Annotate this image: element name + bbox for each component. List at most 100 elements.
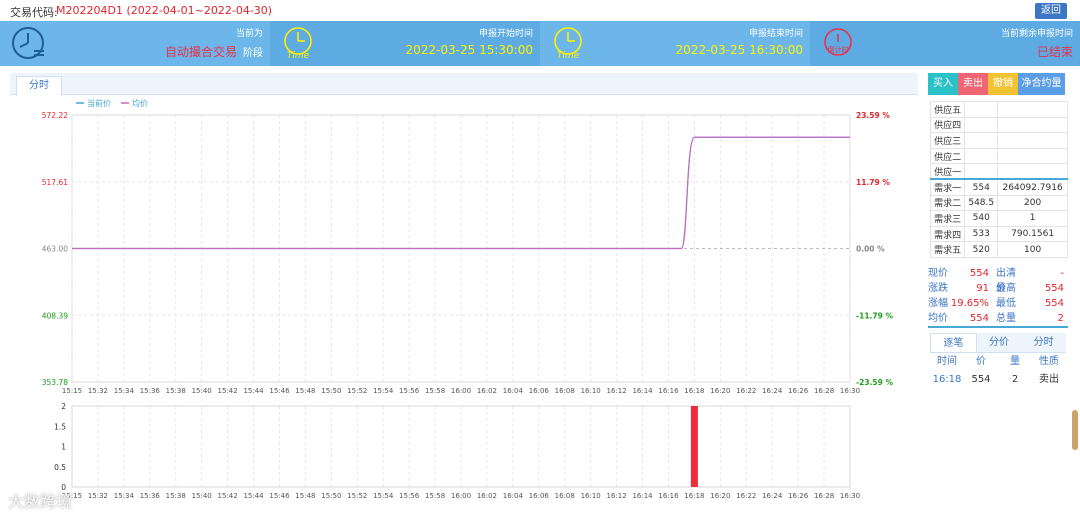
trade-header-qty: 量	[1010, 356, 1020, 367]
net-position-button[interactable]: 净合约量	[1018, 73, 1065, 95]
bid-row: 需求一 554 264092.7916	[929, 178, 1068, 196]
x-tick-label: 16:08	[555, 387, 575, 395]
stat-label: 均价	[928, 313, 948, 324]
trade-qty: 2	[1011, 374, 1019, 385]
bid-label: 需求三	[929, 210, 966, 227]
buy-button[interactable]: 买入	[928, 73, 958, 95]
bid-label: 需求四	[929, 225, 966, 243]
tab-fenshi[interactable]: 分时	[16, 76, 62, 96]
trade-code-value: M202204D1 (2022-04-01~2022-04-30)	[56, 4, 273, 17]
current-stage-value: 自动撮合交易 阶段	[165, 43, 263, 60]
tab-price-level[interactable]: 分价	[989, 337, 1009, 348]
bid-price: 520	[964, 241, 999, 258]
x-tick-label: 16:18	[684, 387, 704, 395]
x-tick-label: 16:10	[581, 387, 601, 395]
volume-y-tick-label: 0.5	[54, 463, 66, 472]
back-button[interactable]: 返回	[1035, 3, 1067, 19]
ask-label: 供应一	[929, 163, 966, 180]
time-clock-icon: Time	[554, 27, 582, 61]
y-tick-label: 408.39	[42, 311, 68, 320]
start-time-cell: Time 申报开始时间 2022-03-25 15:30:00	[270, 21, 540, 66]
x-tick-label: 16:26	[788, 387, 809, 395]
trade-type: 卖出	[1039, 374, 1059, 385]
bid-label: 需求一	[929, 178, 966, 196]
current-stage-title: 当前为	[235, 29, 263, 39]
x-tick-label: 16:24	[762, 387, 783, 395]
x-tick-label: 15:58	[425, 387, 445, 395]
stat-row: 均价 554 总量 2	[928, 311, 1068, 326]
bid-price: 533	[964, 225, 999, 243]
trade-row: 16:18 554 2 卖出	[930, 371, 1066, 389]
sell-button[interactable]: 卖出	[958, 73, 988, 95]
x-tick-label: 16:24	[762, 492, 783, 500]
bid-row: 需求三 540 1	[929, 210, 1068, 227]
volume-y-tick-label: 1	[61, 443, 66, 452]
volume-y-tick-label: 0	[61, 483, 66, 492]
stat-value: 554	[1044, 283, 1064, 294]
x-tick-label: 15:34	[114, 387, 135, 395]
stat-row: 现价 554 出清价 -	[928, 266, 1068, 294]
stats-divider	[928, 326, 1068, 328]
ask-qty	[997, 132, 1068, 149]
right-panel: 买入 卖出 撤销 净合约量 供应五 供应四 供应三 供应二 供应一 需求一 554…	[928, 73, 1068, 513]
tab-minute[interactable]: 分时	[1033, 337, 1054, 348]
x-tick-label: 16:12	[607, 492, 627, 500]
action-buttons: 买入 卖出 撤销 净合约量	[928, 73, 1068, 95]
current-stage-text: 自动撮合交易	[164, 45, 237, 59]
ask-qty	[997, 163, 1068, 180]
status-band: 当前为 自动撮合交易 阶段 Time 申报开始时间 2022-03-25 15:3…	[0, 21, 1080, 66]
time-icon-text: Time	[557, 51, 580, 61]
stat-value: 19.65%	[950, 298, 989, 309]
x-tick-label: 16:10	[581, 492, 601, 500]
watermark: 大数跨境	[8, 492, 73, 511]
x-tick-label: 15:15	[62, 387, 82, 395]
x-tick-label: 15:56	[399, 492, 420, 500]
tab-tick[interactable]: 逐笔	[930, 333, 977, 352]
x-tick-label: 16:20	[710, 492, 730, 500]
trade-table-header: 时间 价 量 性质	[930, 353, 1066, 371]
end-time-cell: Time 申报结束时间 2022-03-25 16:30:00	[540, 21, 810, 66]
x-tick-label: 15:32	[88, 387, 108, 395]
stat-label: 现价	[928, 268, 948, 279]
cancel-button[interactable]: 撤销	[988, 73, 1018, 95]
stat-value: 554	[1044, 298, 1064, 309]
x-tick-label: 16:16	[658, 387, 679, 395]
ask-row: 供应三	[929, 132, 1068, 149]
volume-frame	[71, 405, 851, 488]
countdown-icon: 倒计时	[824, 28, 852, 56]
x-tick-label: 16:20	[710, 387, 730, 395]
x-tick-label: 15:36	[140, 492, 161, 500]
x-tick-label: 16:30	[840, 387, 860, 395]
x-tick-label: 16:08	[555, 492, 575, 500]
x-tick-label: 15:58	[425, 492, 445, 500]
bid-row: 需求五 520 100	[929, 241, 1068, 258]
stat-label: 最高	[996, 283, 1016, 294]
ask-label: 供应四	[929, 116, 966, 134]
remaining-time-title: 当前剩余申报时间	[1000, 29, 1073, 39]
ask-price	[964, 101, 999, 118]
remaining-time-cell: 倒计时 当前剩余申报时间 已结束	[810, 21, 1080, 66]
scrollbar-thumb[interactable]	[1072, 410, 1078, 450]
end-time-value: 2022-03-25 16:30:00	[675, 43, 803, 57]
x-tick-label: 16:06	[529, 492, 550, 500]
ask-label: 供应三	[929, 132, 966, 149]
chart-svg: 当前价 均价 572.22 23.59 % 517.61 11.79 % 463.00 0.0…	[42, 98, 894, 500]
stat-label: 出清价	[996, 268, 1016, 294]
y-right-tick-label: 0.00 %	[856, 245, 885, 254]
time-icon-text: Time	[287, 51, 310, 61]
x-tick-label: 16:14	[632, 387, 653, 395]
chart-panel: 分时 当前价 均价 572.22 23.59 % 517.61 11.79 % 463.00…	[10, 73, 918, 513]
ask-price	[964, 163, 999, 180]
x-tick-label: 16:22	[736, 492, 756, 500]
x-tick-label: 16:30	[840, 492, 860, 500]
trade-header-price: 价	[976, 356, 986, 367]
x-tick-label: 16:02	[477, 492, 497, 500]
bid-label: 需求五	[929, 241, 966, 258]
legend-label: 均价	[132, 98, 148, 108]
market-stats: 现价 554 出清价 - 涨跌 91 最高 554 涨幅 19.65% 最低 5…	[928, 266, 1068, 326]
x-tick-label: 15:54	[373, 387, 394, 395]
x-tick-label: 15:54	[373, 492, 394, 500]
x-tick-label: 15:44	[243, 492, 264, 500]
stat-row: 涨幅 19.65% 最低 554	[928, 296, 1068, 311]
x-tick-label: 15:48	[295, 492, 315, 500]
